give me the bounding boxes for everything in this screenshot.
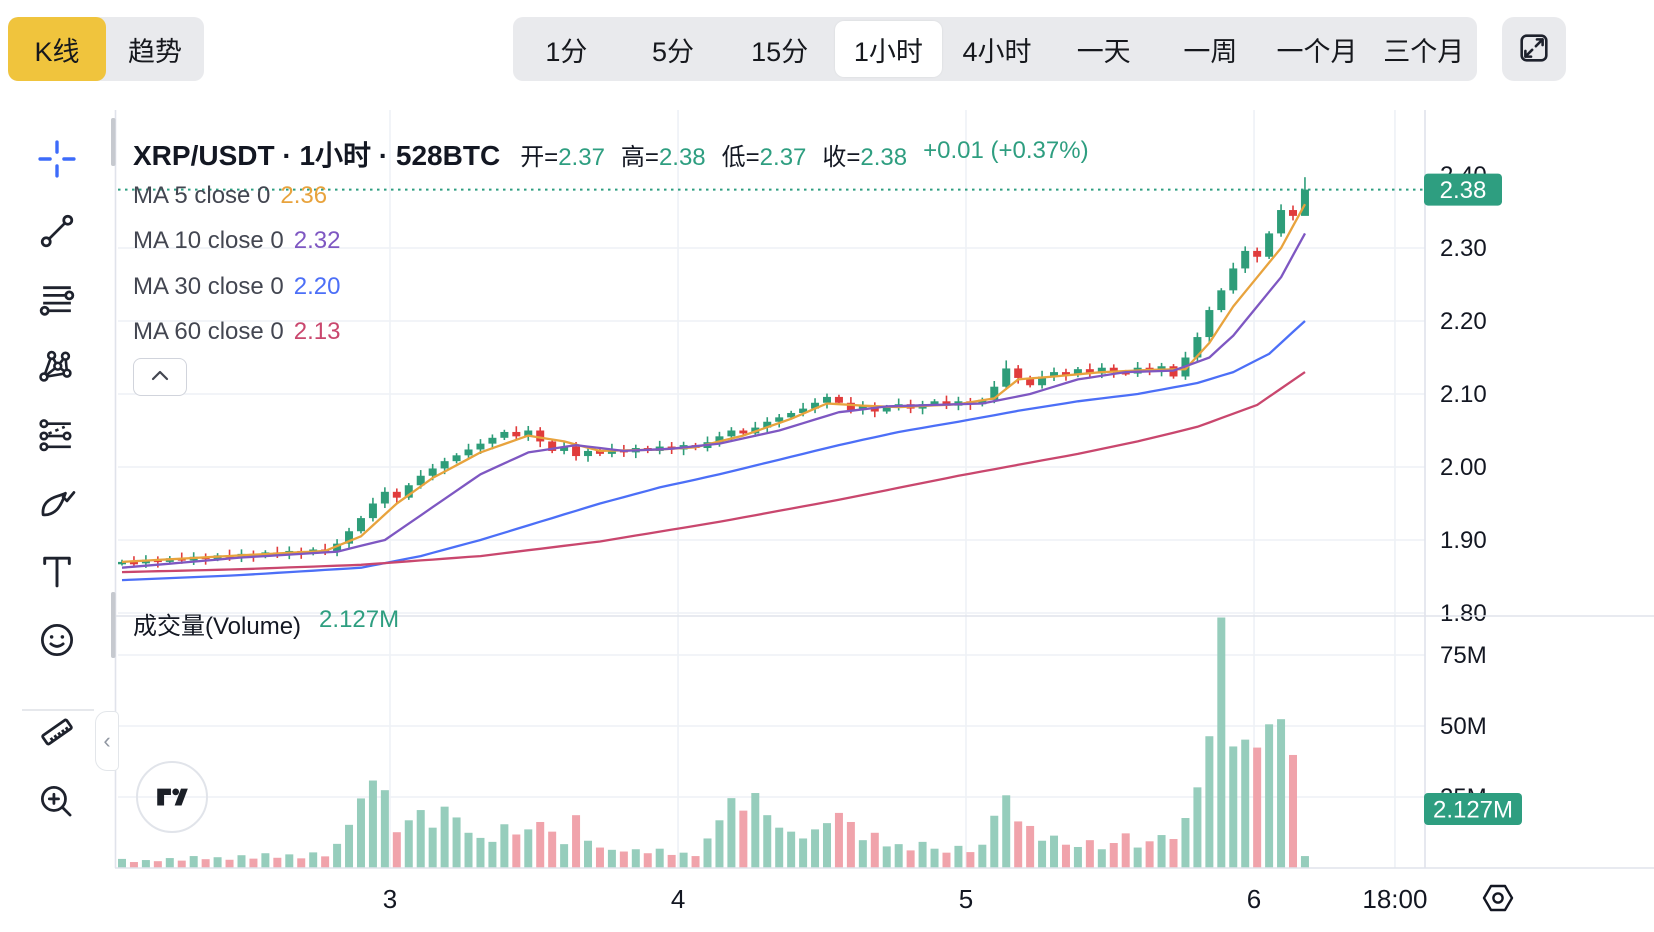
tool-emoji-button[interactable] — [35, 619, 79, 663]
grid-lines — [118, 110, 1425, 868]
svg-text:75M: 75M — [1440, 642, 1487, 669]
tab-timeframe-1d[interactable]: 一天 — [1050, 20, 1157, 78]
scale-settings-button[interactable] — [1474, 878, 1522, 920]
svg-text:50M: 50M — [1440, 713, 1487, 740]
chevron-left-icon: ‹ — [103, 728, 111, 753]
svg-text:1.90: 1.90 — [1440, 527, 1487, 554]
svg-text:2.30: 2.30 — [1440, 235, 1487, 262]
open-value: 2.37 — [558, 144, 605, 171]
svg-text:2.38: 2.38 — [1440, 177, 1487, 204]
tab-timeframe-3mo[interactable]: 三个月 — [1370, 20, 1477, 78]
xabcd-pattern-icon — [37, 347, 77, 390]
timeframe-tabs: 1分 5分 15分 1小时 4小时 一天 一周 一个月 三个月 — [513, 17, 1477, 81]
trend-line-icon — [37, 211, 77, 254]
ma10-value: 2.32 — [293, 227, 341, 254]
svg-text:2.127M: 2.127M — [1433, 797, 1513, 824]
expand-icon — [1518, 32, 1550, 67]
ma60-value: 2.13 — [293, 318, 341, 345]
tab-timeframe-1w[interactable]: 一周 — [1157, 20, 1264, 78]
tool-crosshair-button[interactable] — [35, 138, 79, 182]
tab-timeframe-15m[interactable]: 15分 — [726, 20, 833, 78]
svg-text:2.20: 2.20 — [1440, 308, 1487, 335]
ma5-legend-row: MA 5 close 0 2.36 — [133, 182, 328, 209]
symbol-title: XRP/USDT · 1小时 · 528BTC — [133, 140, 501, 171]
tab-timeframe-1h[interactable]: 1小时 — [835, 21, 942, 77]
svg-text:2.00: 2.00 — [1440, 454, 1487, 481]
ma10-line — [121, 232, 1307, 569]
legend-collapse-button[interactable] — [133, 358, 187, 396]
ma5-line — [121, 203, 1307, 564]
chart-legend: XRP/USDT · 1小时 · 528BTC 开=2.37 高=2.38 低=… — [133, 134, 1089, 174]
smiley-icon — [37, 620, 77, 663]
toolbar-divider — [22, 709, 94, 711]
tool-pattern-button[interactable] — [35, 346, 79, 390]
ma5-value: 2.36 — [280, 182, 328, 209]
svg-text:6: 6 — [1247, 884, 1261, 914]
close-value: 2.38 — [860, 144, 908, 171]
projection-icon — [37, 416, 77, 459]
toolbar-collapse-handle[interactable]: ‹ — [95, 711, 119, 771]
tool-measure-button[interactable] — [35, 711, 79, 755]
tool-brush-button[interactable] — [35, 483, 79, 527]
svg-text:4: 4 — [671, 884, 685, 914]
ma10-legend-row: MA 10 close 0 2.32 — [133, 227, 341, 254]
ma60-legend-row: MA 60 close 0 2.13 — [133, 318, 341, 345]
volume-value: 2.127M — [319, 606, 400, 633]
svg-text:1.80: 1.80 — [1440, 600, 1487, 627]
tool-text-button[interactable] — [35, 551, 79, 595]
gear-hexagon-icon — [1478, 880, 1518, 919]
trend-toggle-button[interactable]: 趋势 — [106, 17, 204, 81]
ma30-value: 2.20 — [293, 273, 341, 300]
svg-text:18:00: 18:00 — [1362, 884, 1427, 914]
brush-icon — [37, 484, 77, 527]
ruler-icon — [37, 712, 77, 755]
crosshair-icon — [37, 139, 77, 182]
ma60-line — [121, 371, 1306, 574]
chevron-up-icon — [148, 366, 172, 389]
tab-timeframe-1m[interactable]: 1分 — [513, 20, 620, 78]
fullscreen-button[interactable] — [1502, 17, 1566, 81]
ma30-line — [121, 320, 1306, 582]
volume-series — [118, 617, 1309, 868]
ma-overlays — [121, 203, 1307, 582]
last-price-badge — [1424, 173, 1502, 206]
last-volume-badge — [1424, 793, 1522, 825]
kline-toggle-button[interactable]: K线 — [8, 17, 106, 81]
tool-projection-button[interactable] — [35, 415, 79, 459]
tool-trend-line-button[interactable] — [35, 210, 79, 254]
chart-view-toggle: K线 趋势 — [8, 17, 204, 81]
volume-legend: 成交量(Volume) 2.127M — [133, 606, 399, 641]
tab-timeframe-5m[interactable]: 5分 — [620, 20, 727, 78]
tab-timeframe-4h[interactable]: 4小时 — [944, 20, 1051, 78]
tradingview-logo-icon — [153, 776, 191, 819]
svg-text:2.10: 2.10 — [1440, 381, 1487, 408]
tool-zoom-in-button[interactable] — [35, 781, 79, 825]
volume-label: 成交量(Volume) — [133, 613, 302, 640]
fib-retracement-icon — [37, 280, 77, 323]
tab-timeframe-1mo[interactable]: 一个月 — [1264, 20, 1371, 78]
svg-text:5: 5 — [959, 884, 973, 914]
high-value: 2.38 — [658, 144, 706, 171]
zoom-in-icon — [37, 782, 77, 825]
tradingview-watermark[interactable] — [136, 761, 208, 833]
text-icon — [37, 552, 77, 595]
axes[interactable]: 345618:002.402.302.202.102.001.901.8075M… — [111, 110, 1654, 914]
change-value: +0.01 (+0.37%) — [923, 137, 1089, 164]
low-value: 2.37 — [759, 144, 807, 171]
tool-fib-lines-button[interactable] — [35, 279, 79, 323]
svg-text:3: 3 — [383, 884, 397, 914]
ma30-legend-row: MA 30 close 0 2.20 — [133, 273, 341, 300]
ohlc-readout: 开=2.37 高=2.38 低=2.37 收=2.38 +0.01 (+0.37… — [520, 137, 1089, 171]
